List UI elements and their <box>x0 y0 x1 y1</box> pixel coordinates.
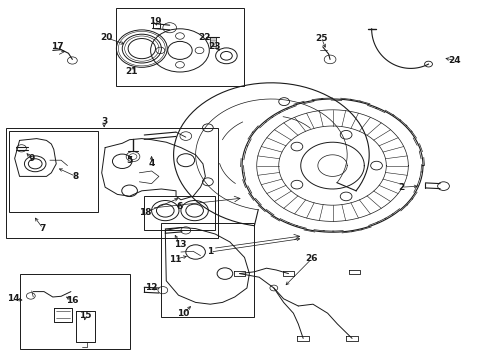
Text: 2: 2 <box>397 183 403 192</box>
Text: 8: 8 <box>73 172 79 181</box>
Text: 12: 12 <box>145 284 158 292</box>
Text: 25: 25 <box>315 34 327 43</box>
Text: 22: 22 <box>198 33 210 42</box>
Text: 24: 24 <box>447 56 460 65</box>
Bar <box>144 196 215 230</box>
Text: 20: 20 <box>100 33 113 42</box>
Text: 15: 15 <box>79 310 92 320</box>
Bar <box>161 223 254 317</box>
Text: 19: 19 <box>149 17 162 26</box>
Bar <box>20 274 129 349</box>
Text: 1: 1 <box>207 248 213 256</box>
Text: 26: 26 <box>305 254 318 263</box>
Text: 16: 16 <box>66 296 79 305</box>
Text: 18: 18 <box>139 208 152 217</box>
Text: 9: 9 <box>28 154 35 163</box>
Bar <box>9 131 98 212</box>
Text: 4: 4 <box>148 159 155 168</box>
Text: 14: 14 <box>7 294 20 303</box>
Text: 13: 13 <box>173 240 186 249</box>
Text: 7: 7 <box>40 224 46 233</box>
Text: 6: 6 <box>177 202 183 211</box>
Text: 23: 23 <box>207 41 220 50</box>
Text: 17: 17 <box>51 42 64 51</box>
Text: 21: 21 <box>124 67 137 76</box>
Text: 10: 10 <box>177 309 189 318</box>
Bar <box>116 8 243 86</box>
Text: 3: 3 <box>101 117 107 126</box>
Text: 11: 11 <box>168 255 181 264</box>
Bar <box>6 128 217 238</box>
Text: 5: 5 <box>126 156 132 165</box>
